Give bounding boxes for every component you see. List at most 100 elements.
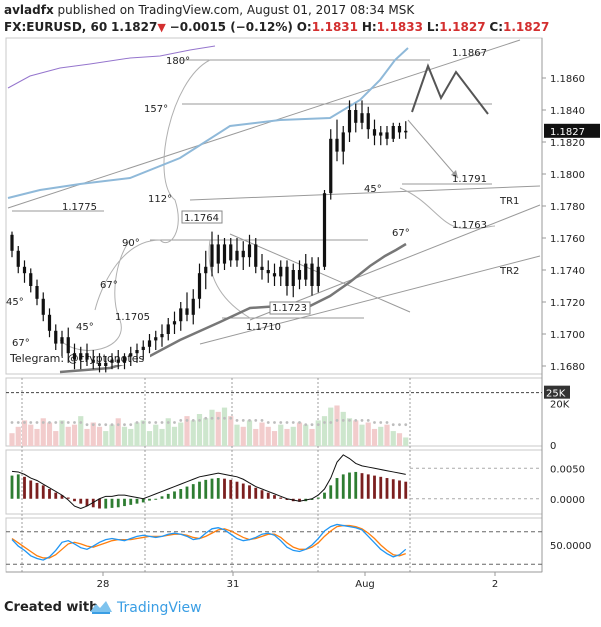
candle-body — [16, 250, 20, 267]
volume-bar — [184, 416, 190, 446]
volume-ma-dot — [304, 423, 308, 427]
macd-histogram-bar — [279, 497, 283, 499]
price-tick-label: 1.1780 — [550, 202, 585, 213]
macd-histogram-bar — [198, 481, 201, 499]
volume-ma-dot — [23, 421, 26, 424]
price-tick-label: 1.1680 — [550, 362, 585, 373]
author-name[interactable]: avladfx — [4, 3, 54, 17]
candle-body — [91, 359, 95, 363]
volume-ma-dot — [316, 423, 320, 427]
macd-tick-label: 0.0000 — [550, 495, 585, 506]
volume-bar — [390, 431, 396, 446]
last-price-marker-bg — [544, 123, 600, 138]
volume-tick-label: 20K — [550, 399, 570, 410]
candle-body — [379, 132, 383, 136]
candle-body — [79, 353, 83, 360]
volume-bar — [121, 426, 128, 446]
macd-histogram-bar — [266, 492, 270, 499]
volume-bar — [284, 428, 290, 446]
macd-histogram-bar — [154, 498, 158, 500]
macd-histogram-bar — [341, 474, 345, 499]
tradingview-brand[interactable]: TradingView — [117, 600, 202, 616]
volume-bar — [96, 426, 103, 446]
candle-body — [335, 138, 339, 152]
volume-bar — [134, 422, 140, 446]
price-pane[interactable] — [10, 100, 408, 373]
symbol-line: FX:EURUSD, 60 1.1827▼ −0.0015 (−0.12%) O… — [4, 20, 549, 34]
macd-histogram-bar — [404, 481, 408, 499]
volume-bar — [253, 428, 259, 446]
time-tick-label: 31 — [227, 579, 240, 590]
stochastic-pane[interactable] — [6, 523, 542, 565]
volume-bar — [315, 420, 321, 446]
candle-body — [22, 266, 27, 274]
volume-ma-dot — [204, 416, 208, 420]
level-label-1.1705: 1.1705 — [115, 312, 150, 323]
candle-body — [66, 337, 70, 354]
candle-body — [166, 324, 170, 334]
volume-bar — [321, 416, 328, 446]
volume-ma-dot — [391, 423, 395, 427]
macd-pane[interactable] — [10, 454, 542, 510]
candle-body — [354, 110, 358, 123]
level-label-1.1791: 1.1791 — [452, 174, 487, 185]
angle-label-4: 67° — [100, 280, 118, 291]
macd-histogram-bar — [379, 476, 383, 499]
volume-ma-dot — [198, 419, 201, 422]
volume-ma-dot — [373, 421, 376, 424]
macd-histogram-bar — [298, 498, 301, 502]
macd-histogram-bar — [260, 490, 264, 499]
volume-bar — [246, 420, 253, 446]
candle-body — [104, 362, 108, 366]
macd-histogram-bar — [191, 484, 195, 499]
volume-ma-dot — [341, 419, 345, 422]
candle-body — [391, 126, 395, 139]
volume-bar — [153, 424, 159, 446]
volume-bar — [71, 424, 78, 446]
macd-histogram-bar — [335, 478, 339, 499]
volume-bar — [65, 426, 71, 446]
candle-body — [304, 263, 308, 280]
angle-label-9: 45° — [6, 297, 24, 308]
volume-bar — [203, 418, 209, 446]
high-label: H: — [361, 20, 377, 34]
macd-histogram-bar — [316, 497, 320, 499]
volume-bar — [178, 422, 184, 446]
macd-histogram-bar — [223, 478, 226, 499]
fibo-arc-right — [399, 187, 496, 230]
close-label: C: — [489, 20, 504, 34]
candle-body — [160, 334, 164, 338]
projection-arrow — [407, 119, 459, 179]
volume-bar — [15, 426, 21, 446]
volume-bar — [196, 414, 203, 446]
volume-bar — [78, 416, 84, 446]
trendline-tr1 — [249, 204, 541, 321]
level-label-1.1710: 1.1710 — [246, 322, 281, 333]
volume-ma-dot — [54, 421, 58, 424]
volume-bar — [240, 426, 246, 446]
candle-body — [191, 298, 195, 315]
volume-ma-dot — [135, 421, 139, 424]
macd-histogram-bar — [348, 472, 351, 499]
macd-histogram-bar — [85, 498, 89, 507]
volume-ma-dot — [154, 421, 158, 424]
candle-body — [185, 308, 189, 315]
candle-body — [360, 113, 364, 123]
volume-bar — [59, 420, 65, 446]
candle-body — [341, 132, 345, 152]
price-tick-label: 1.1760 — [550, 234, 585, 245]
volume-ma-dot — [335, 419, 339, 422]
macd-histogram-bar — [285, 498, 289, 500]
candle-body — [247, 244, 252, 258]
macd-tick-label: 0.0050 — [550, 464, 585, 475]
volume-pane[interactable] — [6, 392, 542, 446]
volume-bar — [221, 407, 228, 446]
volume-ma-dot — [191, 419, 195, 422]
volume-ma-dot — [398, 423, 401, 427]
volume-bar — [228, 416, 234, 446]
footer: Created with — [4, 600, 98, 615]
trendline-upper — [7, 39, 521, 209]
candle-body — [72, 353, 77, 360]
macd-line — [11, 454, 406, 510]
